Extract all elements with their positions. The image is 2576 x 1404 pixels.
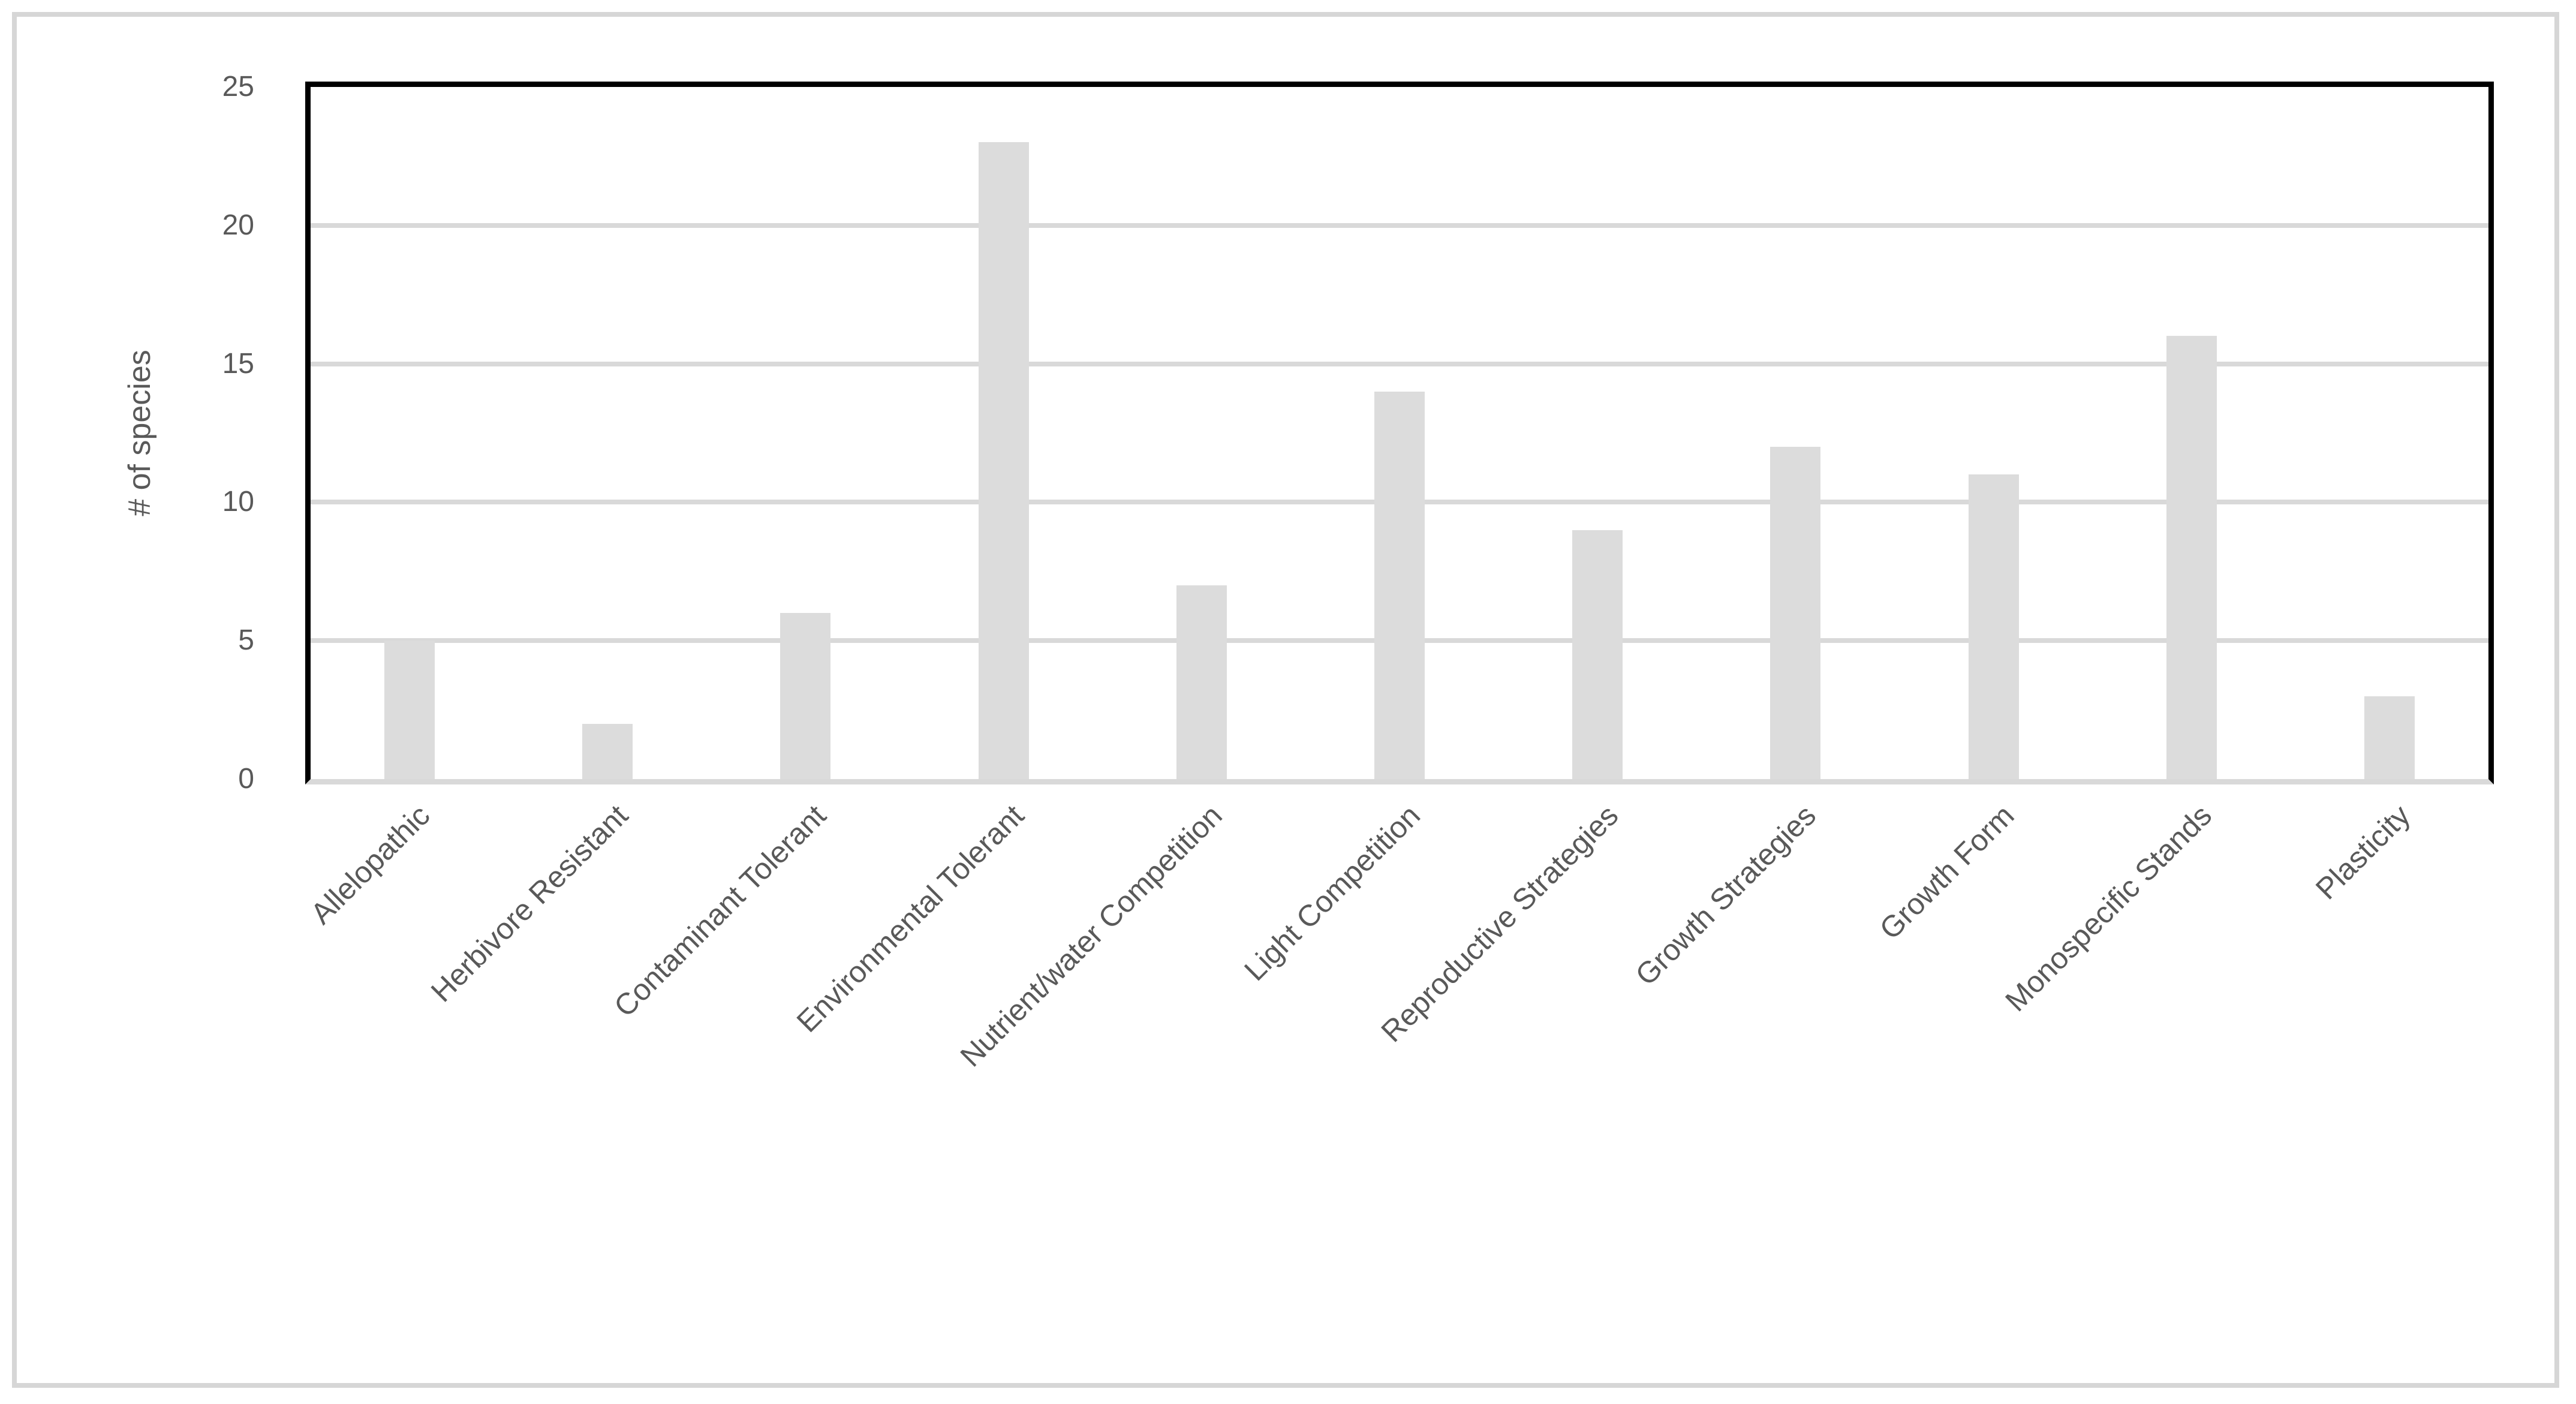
bar-slot [508, 87, 706, 779]
y-tick-label-10: 10 [222, 486, 254, 518]
bar-nutrient-water-competition [1176, 585, 1227, 779]
bar-slot [1301, 87, 1498, 779]
bar-contaminant-tolerant [780, 613, 831, 779]
y-tick-label-0: 0 [238, 763, 254, 795]
bar-slot [1696, 87, 1894, 779]
bar-slot [1103, 87, 1301, 779]
bar-slot [1895, 87, 2093, 779]
bar-plasticity [2364, 696, 2415, 779]
bar-monospecific-stands [2166, 336, 2217, 779]
bar-slot [2093, 87, 2291, 779]
bar-growth-form [1968, 474, 2019, 779]
gridline-20 [311, 223, 2488, 228]
bar-environmental-tolerant [978, 142, 1029, 779]
y-tick-label-5: 5 [238, 624, 254, 657]
bar-allelopathic [384, 641, 435, 779]
gridline-15 [311, 361, 2488, 366]
bar-slot [905, 87, 1103, 779]
bar-slot [706, 87, 904, 779]
bar-herbivore-resistant [582, 723, 633, 779]
y-tick-label-25: 25 [222, 71, 254, 103]
bar-slot [2291, 87, 2488, 779]
bar-light-competition [1374, 391, 1425, 779]
figure-border [12, 12, 2559, 1388]
bar-slot [1498, 87, 1696, 779]
bars-layer [311, 87, 2488, 779]
y-tick-label-20: 20 [222, 209, 254, 241]
plot-area [305, 82, 2494, 784]
bar-growth-strategies [1770, 447, 1821, 779]
bar-slot [311, 87, 508, 779]
y-axis-title: # of species [122, 350, 157, 516]
bar-reproductive-strategies [1572, 530, 1623, 779]
y-tick-label-15: 15 [222, 347, 254, 380]
